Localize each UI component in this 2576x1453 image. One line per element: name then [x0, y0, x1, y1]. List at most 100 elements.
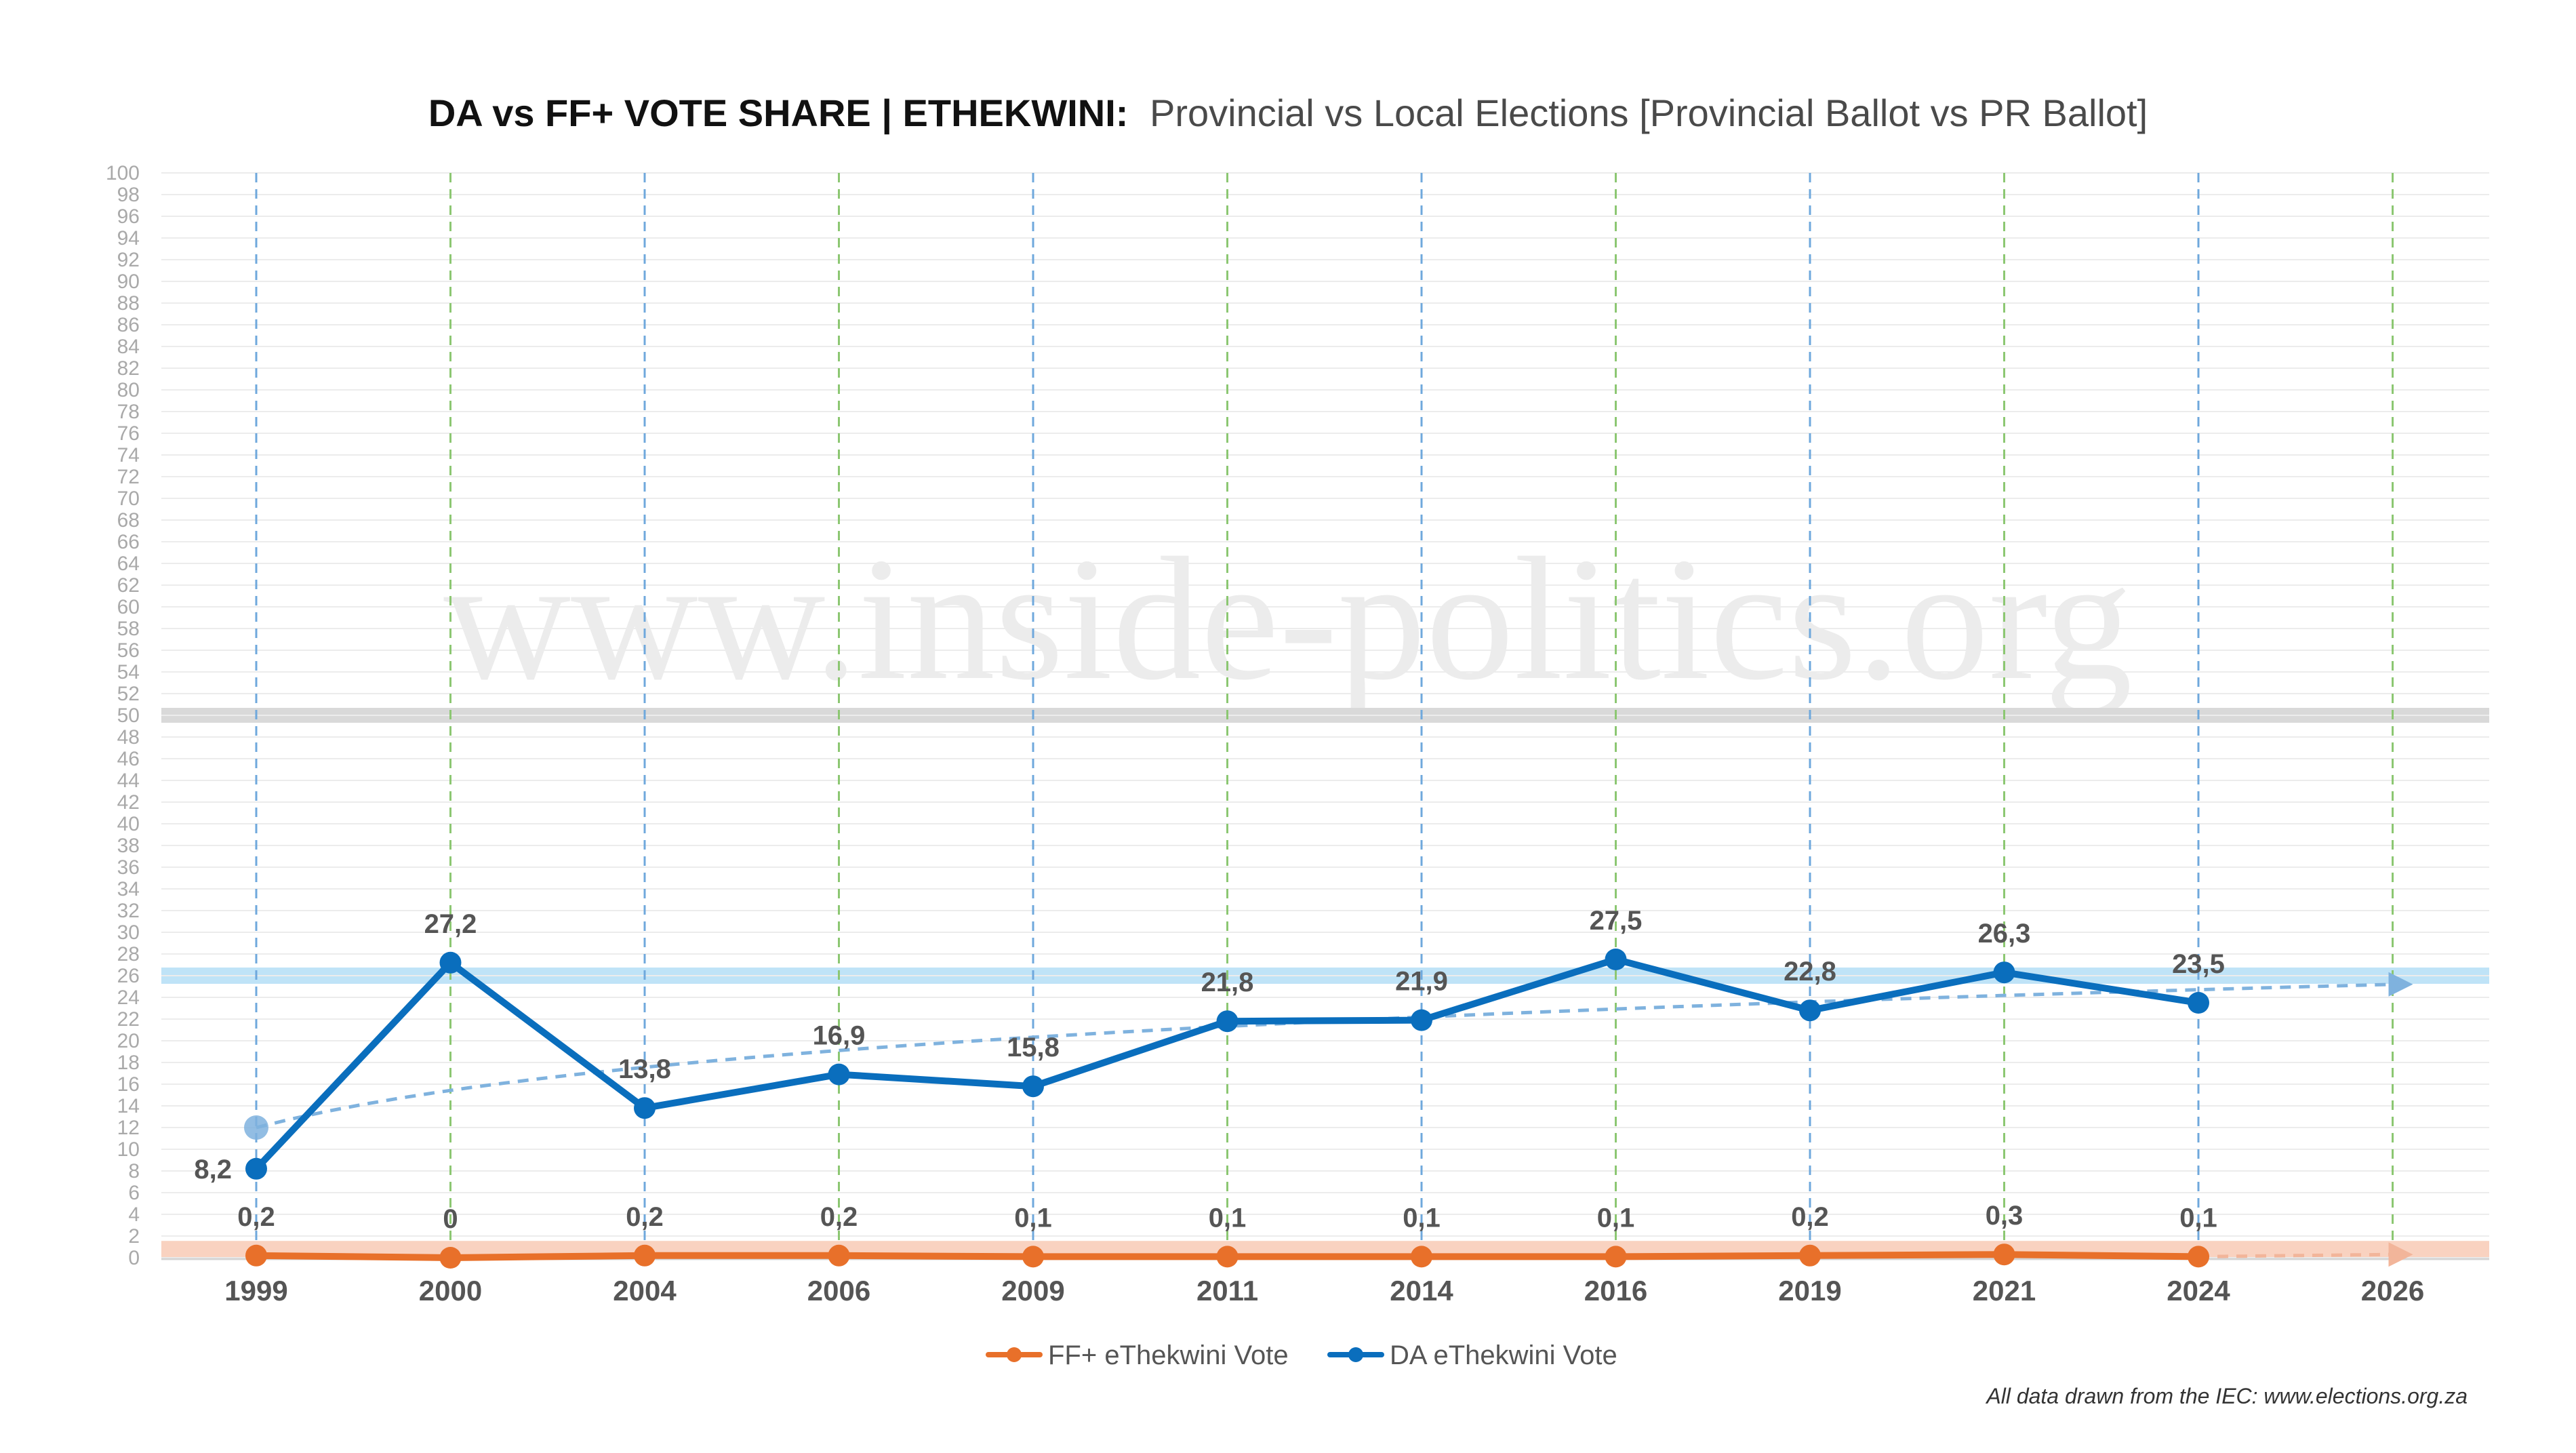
y-tick-label: 28 [117, 943, 140, 966]
y-tick-label: 94 [117, 227, 140, 250]
y-tick-label: 96 [117, 205, 140, 228]
data-label-ffplus-2019: 0,2 [1791, 1202, 1829, 1232]
data-label-ffplus-2016: 0,1 [1597, 1203, 1635, 1233]
point-ffplus-2021 [1993, 1243, 2015, 1266]
y-tick-label: 42 [117, 791, 140, 814]
point-ffplus-2000 [439, 1247, 462, 1269]
point-ffplus-2016 [1605, 1246, 1627, 1268]
data-label-da-2006: 16,9 [813, 1021, 866, 1051]
point-da-2009 [1022, 1075, 1044, 1098]
y-tick-label: 56 [117, 639, 140, 662]
x-tick-label-2000: 2000 [419, 1275, 482, 1307]
y-tick-label: 32 [117, 900, 140, 922]
data-label-ffplus-2021: 0,3 [1986, 1201, 2024, 1231]
y-tick-label: 24 [117, 987, 140, 1009]
trendline-da [256, 982, 2393, 1130]
y-tick-label: 46 [117, 748, 140, 770]
data-label-da-2009: 15,8 [1007, 1033, 1060, 1062]
point-ffplus-2004 [634, 1244, 656, 1267]
trendline-arrowhead-ffplus [2388, 1242, 2413, 1267]
point-da-2016 [1605, 949, 1627, 970]
x-tick-label-2024: 2024 [2167, 1275, 2230, 1307]
chart-title-light: Provincial vs Local Elections [Provincia… [1150, 92, 2148, 134]
x-tick-label-2011: 2011 [1196, 1275, 1258, 1307]
y-tick-label: 92 [117, 249, 140, 271]
data-label-da-2024: 23,5 [2172, 949, 2225, 979]
source-note: All data drawn from the IEC: www.electio… [1985, 1384, 2468, 1408]
x-tick-label-2019: 2019 [1778, 1275, 1841, 1307]
legend-item-ffplus[interactable]: FF+ eThekwini Vote [986, 1340, 1289, 1370]
point-ffplus-2019 [1799, 1244, 1821, 1267]
y-tick-label: 26 [117, 965, 140, 987]
y-tick-label: 100 [106, 162, 140, 184]
y-tick-label: 14 [117, 1095, 140, 1117]
point-da-2024 [2188, 992, 2209, 1014]
point-da-2021 [1993, 961, 2015, 984]
watermark: www.inside-politics.org [443, 521, 2132, 717]
y-tick-label: 62 [117, 574, 140, 597]
x-tick-label-2021: 2021 [1973, 1275, 2036, 1307]
y-tick-label: 4 [128, 1203, 140, 1226]
y-tick-label: 6 [128, 1182, 140, 1204]
legend-da-label: DA eThekwini Vote [1390, 1340, 1617, 1370]
y-tick-label: 98 [117, 184, 140, 206]
y-tick-label: 10 [117, 1138, 140, 1161]
x-tick-label-1999: 1999 [224, 1275, 287, 1307]
x-tick-label-2016: 2016 [1584, 1275, 1647, 1307]
x-tick-label-2009: 2009 [1001, 1275, 1064, 1307]
y-tick-label: 16 [117, 1073, 140, 1096]
y-tick-label: 2 [128, 1225, 140, 1248]
y-tick-label: 12 [117, 1117, 140, 1139]
point-ffplus-2024 [2188, 1246, 2209, 1268]
trendline-arrowhead-da [2388, 972, 2413, 997]
legend-ffplus-label: FF+ eThekwini Vote [1048, 1340, 1289, 1370]
y-tick-label: 82 [117, 357, 140, 380]
y-tick-label: 34 [117, 878, 140, 900]
x-tick-label-2004: 2004 [613, 1275, 677, 1307]
y-tick-label: 80 [117, 379, 140, 401]
data-label-ffplus-2011: 0,1 [1209, 1203, 1247, 1233]
data-label-da-2019: 22,8 [1784, 957, 1836, 987]
point-ffplus-2014 [1411, 1246, 1432, 1268]
y-tick-label: 78 [117, 401, 140, 423]
chart-title-bold: DA vs FF+ VOTE SHARE | ETHEKWINI: [428, 92, 1129, 135]
y-tick-label: 70 [117, 487, 140, 510]
y-tick-label: 60 [117, 596, 140, 618]
data-label-ffplus-2000: 0 [443, 1204, 458, 1234]
point-da-2000 [439, 951, 462, 974]
y-tick-label: 76 [117, 422, 140, 445]
y-tick-label: 54 [117, 661, 140, 683]
y-tick-label: 44 [117, 770, 140, 792]
point-ffplus-1999 [245, 1244, 267, 1267]
y-tick-label: 36 [117, 856, 140, 879]
legend-item-da[interactable]: DA eThekwini Vote [1327, 1340, 1617, 1370]
y-tick-label: 52 [117, 683, 140, 705]
point-da-1999 [245, 1157, 267, 1180]
trendline-ffplus [2198, 1252, 2393, 1258]
data-label-da-2000: 27,2 [424, 909, 477, 939]
point-ffplus-2009 [1022, 1246, 1044, 1268]
y-tick-label: 88 [117, 292, 140, 315]
data-label-ffplus-2009: 0,1 [1014, 1203, 1052, 1233]
point-da-2004 [634, 1097, 656, 1119]
x-axis: 1999 2000 2004 2006 2009 2011 2014 2016 2019 2021… [224, 1275, 2424, 1307]
data-label-ffplus-2014: 0,1 [1403, 1203, 1441, 1233]
gridlines [161, 172, 2489, 1260]
reference-bands [161, 708, 2489, 1258]
point-da-2014 [1411, 1009, 1432, 1031]
data-label-da-2021: 26,3 [1978, 919, 2031, 949]
data-label-da-2016: 27,5 [1590, 906, 1643, 936]
y-tick-label: 38 [117, 835, 140, 857]
y-tick-label: 66 [117, 531, 140, 553]
y-tick-label: 18 [117, 1052, 140, 1074]
x-tick-label-2026: 2026 [2361, 1275, 2424, 1307]
data-label-da-2014: 21,9 [1395, 967, 1448, 997]
data-labels: 8,2 27,2 13,8 16,9 15,8 21,8 21,9 27,5 22,8 26,3 2… [194, 906, 2225, 1234]
y-tick-label: 74 [117, 444, 140, 466]
y-tick-label: 20 [117, 1030, 140, 1052]
y-tick-label: 8 [128, 1160, 140, 1182]
y-tick-label: 90 [117, 271, 140, 293]
x-tick-label-2006: 2006 [807, 1275, 870, 1307]
data-label-ffplus-2004: 0,2 [626, 1202, 664, 1232]
